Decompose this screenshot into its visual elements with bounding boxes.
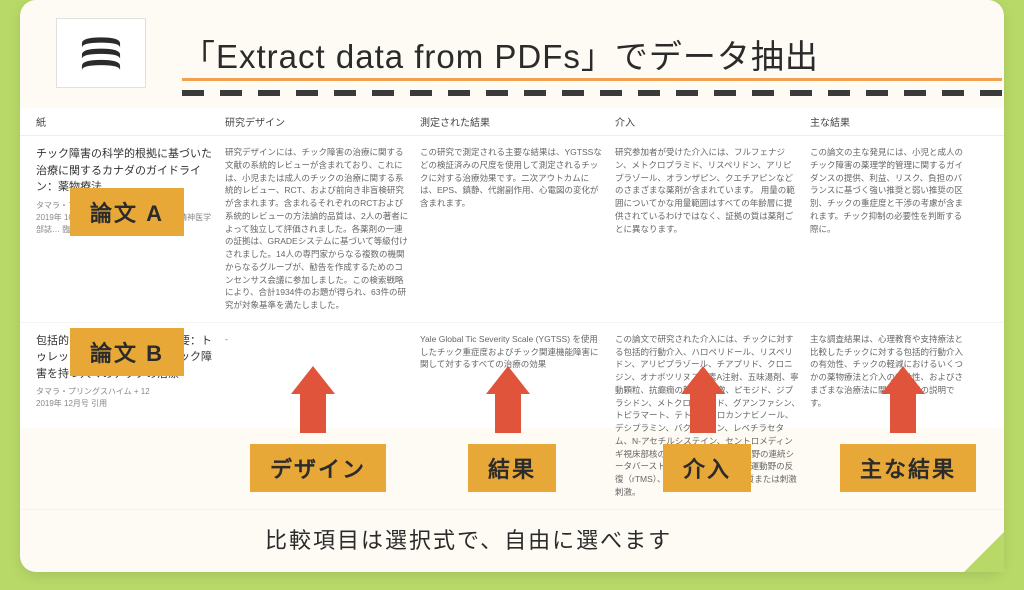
arrow-stem <box>495 393 521 433</box>
tag-main-result: 主な結果 <box>840 444 976 492</box>
cell-design[interactable]: 研究デザインには、チック障害の治療に関する文献の系統的レビューが含まれており、こ… <box>225 146 420 312</box>
tag-paper-b: 論文 B <box>70 328 184 376</box>
paper-authors: タマラ・プリングスハイム + 12 <box>36 386 215 398</box>
arrow-up-icon <box>681 366 725 394</box>
table-header-row: 紙 研究デザイン 測定された結果 介入 主な結果 <box>20 108 1004 136</box>
page-title: 「Extract data from PDFs」でデータ抽出 <box>182 30 819 78</box>
tag-paper-a: 論文 A <box>70 188 184 236</box>
arrow-stem <box>890 393 916 433</box>
corner-decoration <box>964 532 1004 572</box>
elicit-icon <box>75 27 127 79</box>
arrow-stem <box>690 393 716 433</box>
paper-source: 2019年 12月号 引用 <box>36 398 215 410</box>
col-header-design[interactable]: 研究デザイン <box>225 114 420 129</box>
title-underline <box>182 78 1002 81</box>
footer-text: 比較項目は選択式で、自由に選べます <box>265 523 672 555</box>
cell-measured[interactable]: この研究で測定される主要な結果は、YGTSSなどの検証済みの尺度を使用して測定さ… <box>420 146 615 312</box>
col-header-intervention[interactable]: 介入 <box>615 114 810 129</box>
arrow-up-icon <box>486 366 530 394</box>
main-card: 「Extract data from PDFs」でデータ抽出 紙 研究デザイン … <box>20 0 1004 572</box>
tag-design: デザイン <box>250 444 386 492</box>
col-header-main[interactable]: 主な結果 <box>810 114 980 129</box>
app-logo <box>56 18 146 88</box>
arrow-stem <box>300 393 326 433</box>
dash-divider <box>182 90 1002 96</box>
tag-intervention: 介入 <box>663 444 751 492</box>
col-header-measured[interactable]: 測定された結果 <box>420 114 615 129</box>
arrow-up-icon <box>881 366 925 394</box>
col-header-paper[interactable]: 紙 <box>20 114 225 129</box>
tag-result: 結果 <box>468 444 556 492</box>
cell-intervention[interactable]: 研究参加者が受けた介入には、フルフェナジン、メトクロプラミド、リスペリドン、アリ… <box>615 146 810 312</box>
cell-main[interactable]: この論文の主な発見には、小児と成人のチック障害の薬理学的管理に関するガイダンスの… <box>810 146 980 312</box>
arrow-up-icon <box>291 366 335 394</box>
